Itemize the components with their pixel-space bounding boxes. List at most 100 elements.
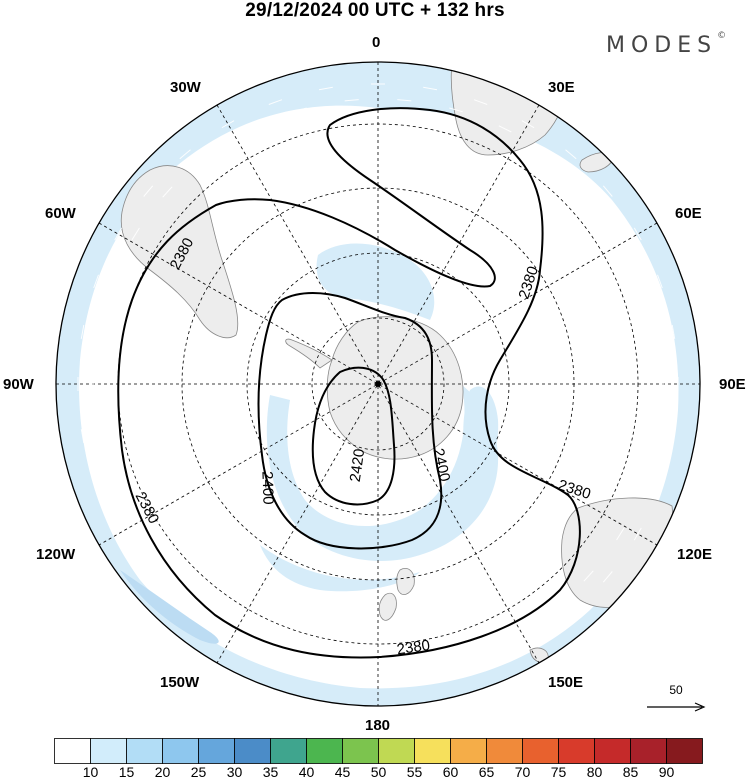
lon-label-180: 180 [365, 717, 391, 734]
colorbar-swatch [666, 738, 703, 764]
colorbar-tick-label: 35 [262, 764, 279, 780]
wind-arrow [397, 666, 412, 669]
wind-arrow [565, 608, 577, 619]
south-pole-marker [375, 381, 381, 387]
lon-label-0: 0 [372, 34, 381, 51]
wind-strong-se [120, 570, 219, 644]
wind-arrow [244, 125, 258, 133]
wind-arrow [114, 227, 123, 241]
wind-arrow [318, 677, 333, 682]
colorbar-tick-label: 30 [226, 764, 243, 780]
south-america [120, 165, 239, 339]
lon-label-90w: 90W [3, 376, 34, 393]
colorbar-tick-label: 55 [406, 764, 423, 780]
wind-arrow [423, 86, 438, 91]
wind-arrow [602, 571, 613, 583]
wind-arrow [96, 429, 100, 444]
wind-arrow [80, 429, 85, 444]
wind-arrow [498, 635, 512, 643]
wind-arrow [656, 324, 660, 339]
lon-label-150w: 150W [160, 674, 200, 691]
wind-arrow [633, 227, 642, 241]
new-zealand-south [378, 592, 397, 621]
wind-arrow [344, 99, 359, 102]
wind-arrow [657, 274, 663, 289]
colorbar-tick-label: 25 [190, 764, 207, 780]
contour-2380-outer [117, 107, 581, 659]
wind-arrow [656, 429, 660, 444]
wind-arrow [114, 527, 123, 541]
colorbar-tick-label: 50 [370, 764, 387, 780]
wind-band-indian [316, 243, 435, 320]
wind-arrow [179, 608, 191, 619]
wind-vectors [77, 83, 679, 685]
colorbar-swatch [486, 738, 523, 764]
colorbar-swatch [162, 738, 199, 764]
contour-label: 2380 [396, 637, 431, 658]
colorbar-swatch [198, 738, 235, 764]
colorbar-labels: 10 15 20 25 30 35 40 45 50 55 60 65 70 75 80 85 90 [0, 764, 750, 782]
colorbar [54, 738, 703, 764]
colorbar-tick-label: 40 [298, 764, 315, 780]
contour-label: 2400 [258, 471, 276, 505]
wind-arrow [671, 429, 676, 444]
colorbar-tick-label: 15 [118, 764, 135, 780]
madagascar [579, 152, 615, 173]
colorbar-swatch [378, 738, 415, 764]
colorbar-tick-label: 60 [442, 764, 459, 780]
wind-arrow [498, 125, 512, 133]
contour-2420 [311, 366, 396, 506]
wind-arrow [200, 151, 213, 162]
lon-label-30e: 30E [548, 79, 575, 96]
height-contours [117, 107, 581, 659]
wind-arrow [473, 663, 488, 669]
wind-arrow [221, 639, 235, 648]
wind-arrow [131, 527, 140, 541]
wind-arrow [96, 324, 100, 339]
wind-arrow [244, 635, 258, 643]
wind-arrow [616, 527, 625, 541]
colorbar-swatch [342, 738, 379, 764]
colorbar-swatch [594, 738, 631, 764]
wind-arrow [268, 663, 283, 669]
colorbar-tick-label: 10 [82, 764, 99, 780]
wind-arrow [397, 99, 412, 102]
wind-arrow [80, 324, 85, 339]
wind-arrow [543, 151, 556, 162]
colorbar-swatch [450, 738, 487, 764]
wind-arrow [521, 120, 535, 129]
wind-arrow [640, 274, 647, 288]
colorbar-swatch [630, 738, 667, 764]
wind-arrow [131, 227, 140, 241]
wind-arrow [179, 149, 191, 160]
colorbar-swatch [306, 738, 343, 764]
colorbar-tick-label: 85 [622, 764, 639, 780]
wind-arrow [93, 274, 99, 289]
wind-arrow [293, 655, 307, 661]
wind-arrow [200, 606, 213, 617]
wind-arrow [657, 479, 663, 494]
colorbar-tick-label: 75 [550, 764, 567, 780]
wind-arrow [616, 227, 625, 241]
colorbar-tick-label: 45 [334, 764, 351, 780]
colorbar-swatch [270, 738, 307, 764]
lon-label-60w: 60W [45, 205, 76, 222]
wind-arrow [543, 606, 556, 617]
colorbar-swatch [234, 738, 271, 764]
wind-speed-shading [56, 62, 700, 706]
contour-2400 [257, 292, 443, 550]
colorbar-tick-label: 20 [154, 764, 171, 780]
lon-label-60e: 60E [675, 205, 702, 222]
wind-arrow [344, 666, 359, 669]
colorbar-swatch [126, 738, 163, 764]
colorbar-tick-label: 65 [478, 764, 495, 780]
wind-arrow [449, 107, 463, 113]
wind-arrow [221, 120, 235, 129]
wind-band-south [260, 545, 420, 592]
wind-arrow [423, 677, 438, 682]
wind-arrow [521, 639, 535, 648]
colorbar-tick-label: 90 [658, 764, 675, 780]
lon-label-120e: 120E [677, 546, 713, 563]
wind-arrow [671, 324, 676, 339]
